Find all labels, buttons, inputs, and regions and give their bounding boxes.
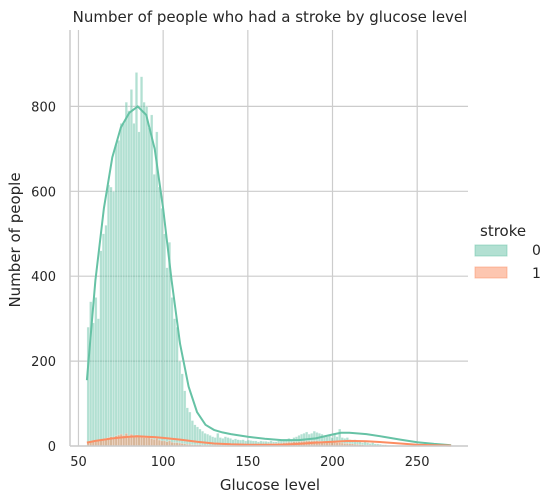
bar-stroke-0 — [211, 436, 215, 447]
bar-stroke-0 — [124, 101, 128, 447]
legend-swatch-1 — [474, 266, 508, 279]
bar-stroke-1 — [119, 433, 123, 447]
bar-stroke-0 — [140, 76, 144, 447]
bar-stroke-0 — [195, 426, 199, 447]
y-axis-label: Number of people — [6, 172, 24, 307]
bar-stroke-0 — [104, 225, 108, 447]
legend-swatch-0 — [474, 244, 508, 257]
bar-stroke-1 — [168, 440, 171, 447]
histogram-bars — [86, 72, 403, 447]
bar-stroke-0 — [198, 428, 202, 447]
bar-stroke-0 — [180, 373, 184, 447]
x-tick-label: 50 — [70, 455, 87, 470]
bar-stroke-0 — [129, 89, 133, 447]
bar-stroke-0 — [155, 131, 159, 447]
bar-stroke-0 — [91, 322, 95, 447]
bar-stroke-1 — [155, 438, 159, 447]
bar-stroke-1 — [152, 439, 156, 447]
x-tick-label: 200 — [320, 455, 345, 470]
bar-stroke-0 — [94, 297, 98, 447]
tick-labels: 50 100 150 200 250 0 200 400 600 800 — [31, 100, 429, 470]
x-tick-label: 250 — [405, 455, 430, 470]
bar-stroke-0 — [145, 106, 149, 447]
bar-stroke-0 — [109, 186, 113, 447]
legend-label-0: 0 — [532, 243, 541, 259]
bar-stroke-0 — [206, 433, 210, 447]
y-tick-label: 0 — [48, 440, 56, 455]
bar-stroke-0 — [150, 114, 154, 447]
kde-line-0 — [85, 105, 452, 447]
bar-stroke-0 — [165, 267, 169, 447]
bar-stroke-0 — [203, 433, 207, 447]
bar-stroke-1 — [145, 437, 149, 447]
bar-stroke-1 — [132, 436, 136, 447]
bar-stroke-1 — [162, 440, 166, 447]
bar-stroke-1 — [147, 436, 151, 447]
bar-stroke-1 — [140, 436, 144, 447]
bar-stroke-0 — [193, 424, 197, 447]
axes — [69, 30, 468, 447]
x-tick-label: 100 — [151, 455, 176, 470]
bar-stroke-0 — [175, 326, 179, 447]
legend-label-1: 1 — [532, 266, 541, 282]
bar-stroke-0 — [127, 110, 131, 447]
y-tick-label: 600 — [31, 185, 56, 200]
bar-stroke-0 — [178, 360, 182, 447]
bar-stroke-0 — [213, 437, 217, 447]
bar-stroke-1 — [124, 433, 128, 447]
bar-stroke-0 — [112, 191, 116, 447]
bar-stroke-1 — [160, 440, 164, 447]
y-tick-label: 800 — [31, 100, 56, 115]
bar-stroke-0 — [96, 318, 100, 447]
bar-stroke-0 — [117, 140, 121, 447]
bar-stroke-0 — [208, 435, 212, 447]
x-tick-label: 150 — [235, 455, 260, 470]
bar-stroke-1 — [117, 434, 121, 447]
bar-stroke-0 — [201, 430, 204, 447]
bar-stroke-0 — [122, 123, 126, 447]
legend: stroke 0 1 — [474, 222, 541, 282]
bar-stroke-0 — [183, 390, 187, 447]
bar-stroke-0 — [114, 144, 118, 447]
bar-stroke-1 — [137, 435, 141, 447]
legend-title: stroke — [480, 222, 526, 240]
bar-stroke-0 — [170, 297, 174, 447]
bar-stroke-0 — [142, 101, 146, 447]
chart-title: Number of people who had a stroke by glu… — [73, 8, 468, 26]
bar-stroke-0 — [147, 127, 151, 447]
bar-stroke-0 — [119, 123, 123, 447]
bar-stroke-0 — [173, 318, 177, 447]
y-tick-label: 400 — [31, 270, 56, 285]
bar-stroke-0 — [157, 186, 161, 447]
bar-stroke-0 — [107, 184, 111, 447]
y-tick-label: 200 — [31, 355, 56, 370]
bar-stroke-0 — [101, 233, 105, 447]
bar-stroke-1 — [150, 438, 154, 447]
bar-stroke-0 — [99, 250, 103, 447]
bar-stroke-0 — [135, 72, 138, 447]
x-axis-label: Glucose level — [220, 476, 320, 494]
bar-stroke-0 — [160, 208, 164, 447]
bar-stroke-0 — [162, 233, 166, 447]
kde-line-1 — [86, 435, 452, 447]
bar-stroke-0 — [137, 131, 141, 447]
kde-lines — [85, 105, 452, 447]
bar-stroke-0 — [132, 123, 136, 447]
bar-stroke-1 — [157, 439, 161, 447]
bar-stroke-1 — [142, 437, 146, 447]
bar-stroke-0 — [152, 174, 156, 447]
